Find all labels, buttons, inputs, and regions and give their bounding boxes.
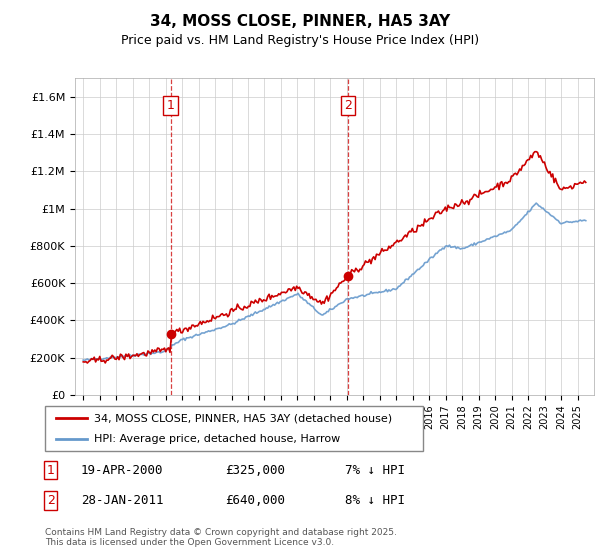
Text: 2: 2	[344, 99, 352, 112]
Text: 34, MOSS CLOSE, PINNER, HA5 3AY: 34, MOSS CLOSE, PINNER, HA5 3AY	[150, 14, 450, 29]
Text: 2: 2	[47, 494, 55, 507]
Text: 28-JAN-2011: 28-JAN-2011	[81, 494, 163, 507]
Text: Contains HM Land Registry data © Crown copyright and database right 2025.
This d: Contains HM Land Registry data © Crown c…	[45, 528, 397, 547]
Text: £325,000: £325,000	[225, 464, 285, 477]
Text: 8% ↓ HPI: 8% ↓ HPI	[345, 494, 405, 507]
Text: 1: 1	[47, 464, 55, 477]
Text: £640,000: £640,000	[225, 494, 285, 507]
Text: Price paid vs. HM Land Registry's House Price Index (HPI): Price paid vs. HM Land Registry's House …	[121, 34, 479, 46]
Text: HPI: Average price, detached house, Harrow: HPI: Average price, detached house, Harr…	[94, 433, 340, 444]
Text: 34, MOSS CLOSE, PINNER, HA5 3AY (detached house): 34, MOSS CLOSE, PINNER, HA5 3AY (detache…	[94, 413, 392, 423]
Text: 1: 1	[167, 99, 175, 112]
Text: 7% ↓ HPI: 7% ↓ HPI	[345, 464, 405, 477]
Text: 19-APR-2000: 19-APR-2000	[81, 464, 163, 477]
FancyBboxPatch shape	[45, 406, 423, 451]
